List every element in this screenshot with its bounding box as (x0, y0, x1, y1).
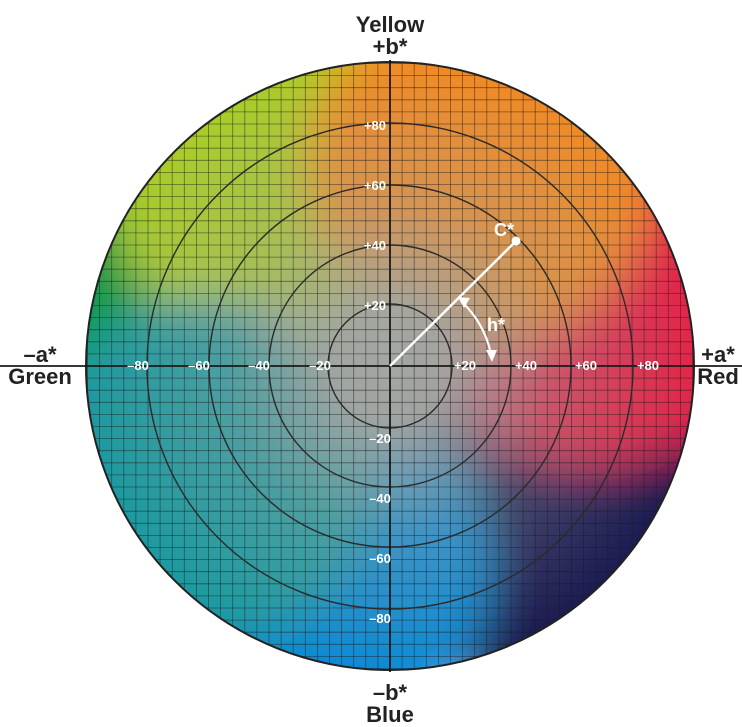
tick-a-plus-20: +20 (454, 358, 476, 373)
tick-a-minus-40: –40 (248, 358, 270, 373)
minus-a-label: –a* (23, 342, 57, 367)
tick-b-plus-60: +60 (364, 178, 386, 193)
tick-a-minus-60: –60 (188, 358, 210, 373)
hue-arrow-head-lower (486, 350, 497, 362)
axis-title-yellow: Yellow +b* (320, 14, 460, 58)
tick-b-plus-20: +20 (364, 298, 386, 313)
axis-title-green: –a* Green (0, 344, 80, 388)
chroma-label: C* (494, 220, 514, 240)
tick-a-plus-40: +40 (515, 358, 537, 373)
axis-title-blue: –b* Blue (320, 682, 460, 726)
hue-arrow-head-upper (458, 297, 470, 308)
tick-a-minus-80: –80 (127, 358, 149, 373)
tick-b-minus-80: –80 (369, 611, 391, 626)
red-label: Red (697, 364, 739, 389)
sample-point (511, 236, 521, 246)
tick-b-minus-20: –20 (369, 431, 391, 446)
tick-b-minus-40: –40 (369, 491, 391, 506)
blue-label: Blue (366, 702, 414, 727)
hue-label: h* (487, 315, 505, 335)
tick-b-minus-60: –60 (369, 551, 391, 566)
tick-a-plus-60: +60 (575, 358, 597, 373)
green-label: Green (8, 364, 72, 389)
minus-b-label: –b* (372, 680, 408, 705)
tick-a-plus-80: +80 (637, 358, 659, 373)
chroma-vector (389, 240, 517, 367)
tick-labels: –80 –60 –40 –20 +20 +40 +60 +80 +80 +60 … (127, 118, 659, 626)
axis-title-red: +a* Red (694, 344, 742, 388)
yellow-label: Yellow (355, 12, 425, 37)
plus-b-label: +b* (372, 34, 408, 59)
tick-a-minus-20: –20 (309, 358, 331, 373)
tick-b-plus-40: +40 (364, 238, 386, 253)
tick-b-plus-80: +80 (364, 118, 386, 133)
plus-a-label: +a* (701, 342, 735, 367)
